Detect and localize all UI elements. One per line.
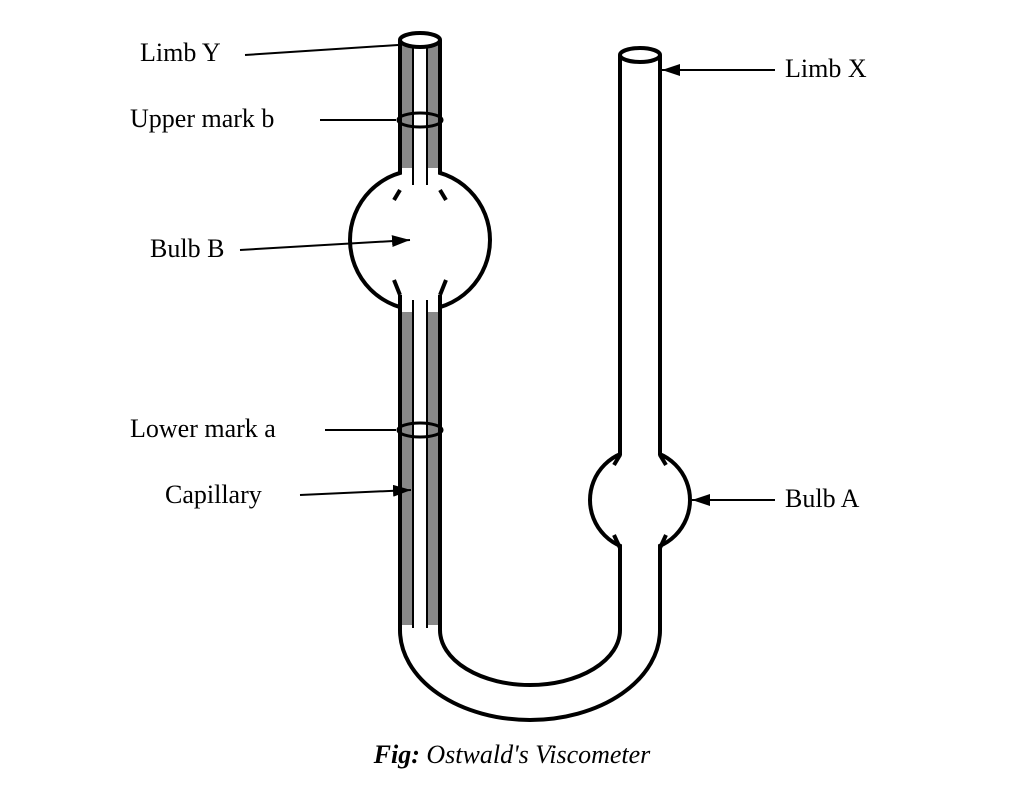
u-bend-inner: [440, 630, 620, 685]
leader-capillary: [300, 490, 411, 495]
label-lower-mark: Lower mark a: [130, 414, 276, 444]
label-bulb-b: Bulb B: [150, 234, 224, 264]
label-limb-y: Limb Y: [140, 38, 221, 68]
u-bend-outer: [400, 630, 660, 720]
label-limb-x: Limb X: [785, 54, 867, 84]
figure-caption: Fig: Ostwald's Viscometer: [0, 740, 1024, 770]
limb-y-top-opening: [400, 33, 440, 47]
label-upper-mark: Upper mark b: [130, 104, 274, 134]
label-bulb-a: Bulb A: [785, 484, 859, 514]
label-capillary: Capillary: [165, 480, 262, 510]
leader-limb-y: [245, 45, 398, 55]
limb-x-top-opening: [620, 48, 660, 62]
bulb-a-shape: [590, 450, 690, 550]
diagram-canvas: Limb Y Upper mark b Bulb B Lower mark a …: [0, 0, 1024, 792]
bulb-b-shape: [350, 170, 490, 310]
